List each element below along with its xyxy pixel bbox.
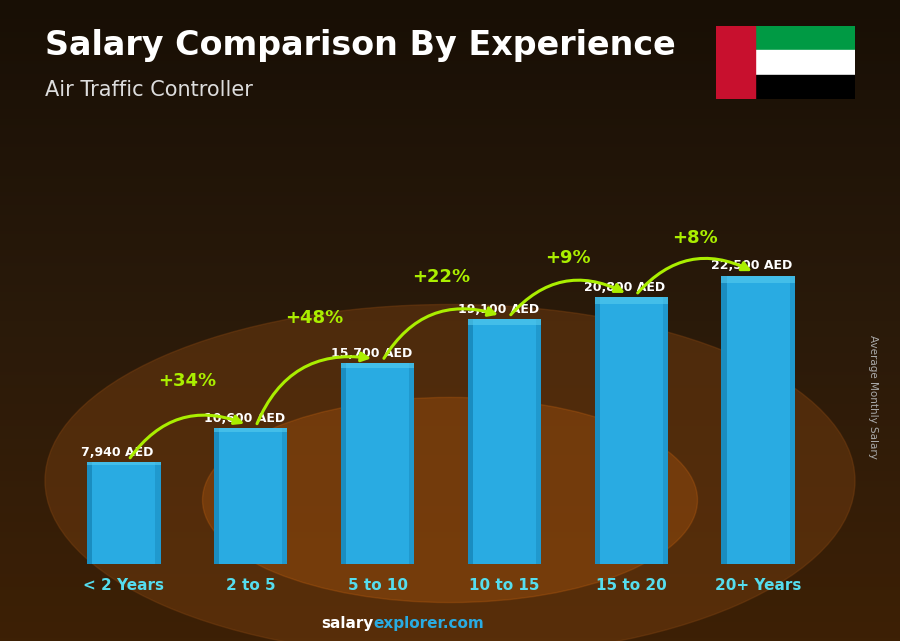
Bar [595,297,668,564]
Text: Salary Comparison By Experience: Salary Comparison By Experience [45,29,676,62]
Bar [341,363,346,564]
Ellipse shape [45,304,855,641]
Bar [410,363,414,564]
Bar [595,297,599,564]
Text: +22%: +22% [412,268,470,286]
Text: 22,500 AED: 22,500 AED [711,260,793,272]
Bar [790,276,795,564]
Bar [341,363,414,368]
Bar [214,428,287,431]
Text: 19,100 AED: 19,100 AED [457,303,539,316]
Bar [468,319,541,326]
Bar [722,276,726,564]
Text: +8%: +8% [672,229,717,247]
Bar [754,50,855,75]
Text: salary: salary [321,617,374,631]
Bar [468,319,472,564]
Text: explorer.com: explorer.com [374,617,484,631]
Bar [722,276,795,564]
Text: Air Traffic Controller: Air Traffic Controller [45,80,253,100]
Bar [595,297,668,304]
Bar [87,462,160,465]
Bar [468,319,541,564]
Text: 15,700 AED: 15,700 AED [330,347,412,360]
Bar [156,462,160,564]
Bar [283,428,287,564]
Bar [341,363,414,564]
Ellipse shape [202,397,698,603]
Bar [722,276,795,283]
Text: +9%: +9% [545,249,590,267]
Text: 7,940 AED: 7,940 AED [81,446,154,459]
Text: 10,600 AED: 10,600 AED [203,412,285,425]
Bar [754,75,855,99]
Bar [536,319,541,564]
Bar [87,462,92,564]
Bar [663,297,668,564]
Text: Average Monthly Salary: Average Monthly Salary [868,335,878,460]
Text: +34%: +34% [158,372,216,390]
Bar [214,428,219,564]
Bar [214,428,287,564]
Bar [87,462,160,564]
Bar [754,26,855,50]
Bar [716,26,754,99]
Text: +48%: +48% [285,309,343,327]
Text: 20,800 AED: 20,800 AED [584,281,665,294]
